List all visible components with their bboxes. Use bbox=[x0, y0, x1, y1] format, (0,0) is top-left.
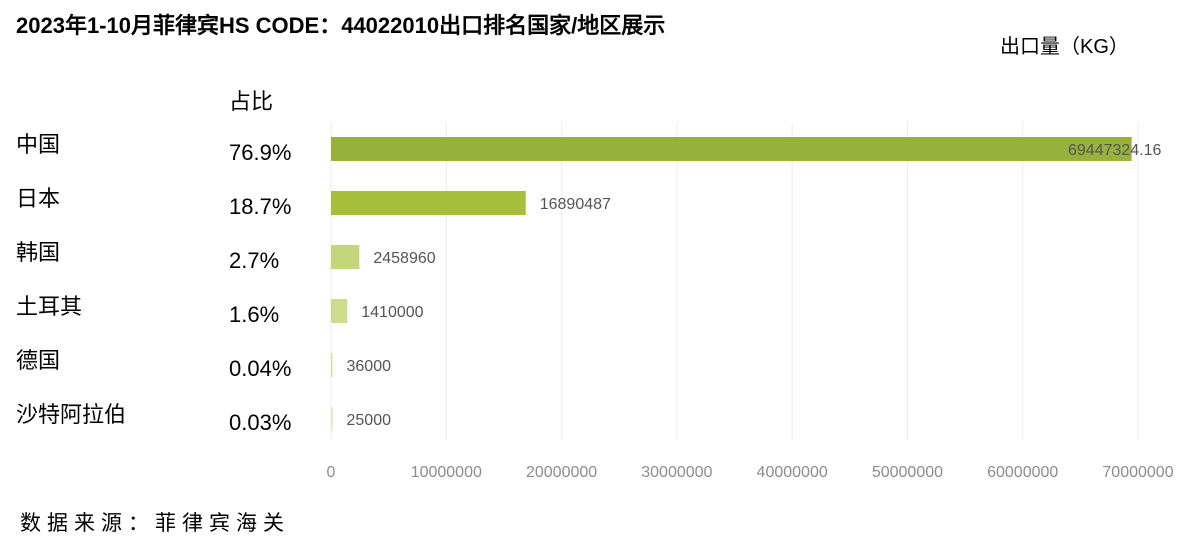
x-tick-label: 60000000 bbox=[987, 464, 1058, 481]
bar bbox=[331, 245, 360, 269]
x-tick-label: 10000000 bbox=[411, 464, 482, 481]
x-tick-label: 20000000 bbox=[526, 464, 597, 481]
x-tick-label: 30000000 bbox=[641, 464, 712, 481]
category-label: 日本 bbox=[16, 186, 60, 211]
value-label: 69447324.16 bbox=[1068, 142, 1162, 159]
x-axis: 0 10000000 20000000 30000000 40000000 5000000… bbox=[327, 464, 1174, 481]
bar bbox=[331, 137, 1132, 161]
x-tick-label: 0 bbox=[327, 464, 336, 481]
share-label: 0.03% bbox=[229, 410, 291, 435]
share-label: 2.7% bbox=[229, 248, 279, 273]
share-label: 18.7% bbox=[229, 194, 291, 219]
x-tick-label: 50000000 bbox=[872, 464, 943, 481]
unit-label: 出口量（KG） bbox=[1000, 36, 1129, 58]
share-label: 1.6% bbox=[229, 302, 279, 327]
bar bbox=[331, 299, 348, 323]
bars bbox=[331, 137, 1132, 431]
bar bbox=[331, 191, 526, 215]
category-label: 中国 bbox=[16, 132, 60, 157]
gridlines bbox=[330, 122, 1139, 440]
data-source: 数据来源：菲律宾海关 bbox=[20, 512, 290, 535]
category-label: 沙特阿拉伯 bbox=[16, 402, 126, 427]
bar-chart: 中国 76.9% 69447324.16 日本 18.7% 16890487 韩国 2.7% 2… bbox=[16, 122, 1174, 481]
x-tick-label: 40000000 bbox=[757, 464, 828, 481]
category-label: 德国 bbox=[16, 348, 60, 373]
value-label: 1410000 bbox=[361, 304, 423, 321]
value-label: 36000 bbox=[347, 358, 392, 375]
category-label: 韩国 bbox=[16, 240, 60, 265]
bar bbox=[331, 353, 333, 377]
value-label: 25000 bbox=[347, 412, 392, 429]
share-column-header: 占比 bbox=[229, 89, 274, 114]
value-label: 2458960 bbox=[373, 250, 435, 267]
chart-title: 2023年1-10月菲律宾HS CODE：44022010出口排名国家/地区展示 bbox=[16, 13, 666, 38]
value-label: 16890487 bbox=[540, 196, 611, 213]
share-label: 76.9% bbox=[229, 140, 291, 165]
category-label: 土耳其 bbox=[16, 294, 82, 319]
x-tick-label: 70000000 bbox=[1102, 464, 1173, 481]
bar bbox=[331, 407, 333, 431]
labels: 中国 76.9% 69447324.16 日本 18.7% 16890487 韩国 2.7% 2… bbox=[16, 132, 1162, 435]
share-label: 0.04% bbox=[229, 356, 291, 381]
